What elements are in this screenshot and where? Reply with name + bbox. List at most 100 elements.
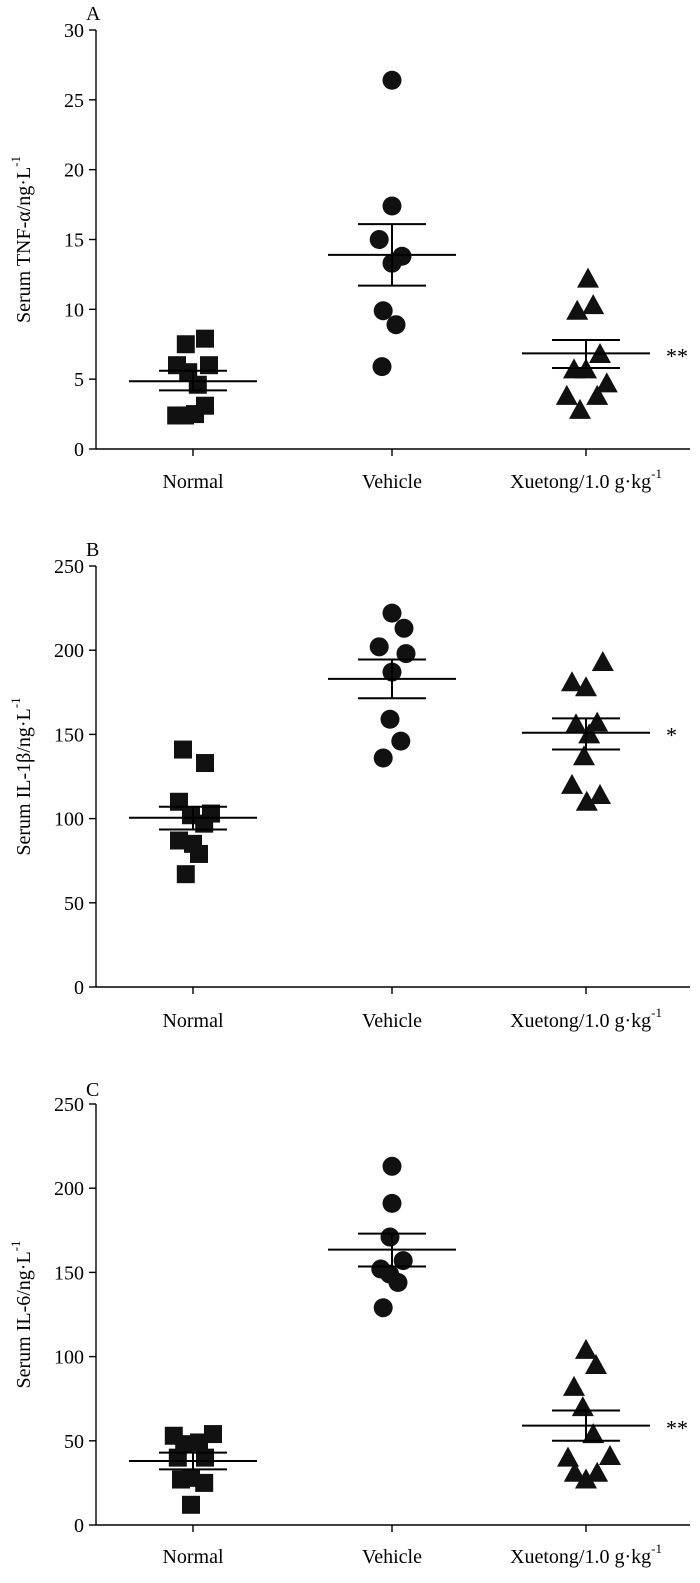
data-point-triangle: [563, 1461, 586, 1482]
chart-panel-c: 0 50 100 150 200 250 Normal Vehicle Xuetong/1.0 …: [8, 1079, 690, 1568]
data-point-square: [204, 1425, 222, 1444]
significance-marker: **: [666, 1416, 688, 1441]
data-point-square: [195, 814, 214, 833]
y-tick-label: 25: [64, 90, 84, 112]
x-tick-label: Xuetong/1.0 g·kg-1: [510, 1541, 662, 1568]
x-tick-label-superscript: -1: [651, 466, 662, 481]
y-tick-label: 50: [64, 1431, 84, 1453]
data-point-circle: [391, 731, 411, 751]
data-point-square: [182, 1495, 200, 1514]
data-point-square: [176, 865, 195, 884]
significance-marker: *: [666, 723, 677, 748]
data-point-triangle: [575, 1338, 597, 1359]
y-tick-label: 0: [74, 1515, 84, 1537]
y-axis-title-superscript: -1: [8, 156, 23, 167]
data-point-triangle: [557, 1446, 579, 1467]
data-point-square: [190, 844, 208, 863]
x-tick-label: Vehicle: [362, 471, 422, 493]
data-point-triangle: [573, 745, 595, 766]
data-point-triangle: [563, 1375, 585, 1396]
data-point-triangle: [569, 398, 591, 419]
data-point-triangle: [561, 773, 583, 794]
data-point-circle: [392, 246, 412, 266]
y-tick-label: 50: [64, 893, 84, 915]
y-tick-label: 250: [54, 1094, 84, 1116]
y-tick-label: 15: [64, 230, 84, 252]
data-point-square: [190, 1433, 208, 1452]
data-point-triangle: [555, 384, 578, 405]
data-point-square: [174, 740, 192, 759]
data-point-circle: [372, 357, 392, 377]
chart-panel-a: 0 5 10 15 20 25 30 Normal Vehicle Xuetong/1.0 g·k…: [8, 3, 690, 493]
data-point-square: [168, 1448, 187, 1467]
data-point-square: [196, 754, 214, 773]
data-point-triangle: [591, 650, 614, 671]
x-tick-label: Xuetong/1.0 g·kg-1: [510, 466, 662, 493]
data-point-circle: [396, 644, 416, 664]
y-axis-title-superscript: -1: [8, 1240, 23, 1251]
significance-marker: **: [666, 343, 688, 368]
data-point-circle: [382, 1156, 402, 1176]
data-point-triangle: [565, 713, 587, 734]
panel-letter: A: [86, 3, 101, 25]
y-axis-title: Serum IL-6/ng·L-1: [8, 1240, 35, 1388]
x-tick-label-superscript: -1: [651, 1541, 662, 1556]
y-tick-label: 150: [54, 1262, 84, 1284]
data-point-square: [196, 1448, 214, 1467]
data-point-square: [176, 335, 195, 354]
data-point-triangle: [586, 711, 609, 732]
data-point-triangle: [566, 299, 589, 320]
y-tick-label: 200: [54, 1178, 84, 1200]
y-tick-label: 0: [74, 977, 84, 999]
y-tick-label: 250: [54, 556, 84, 578]
data-point-triangle: [577, 267, 599, 288]
data-point-circle: [382, 1193, 402, 1213]
data-point-circle: [373, 301, 393, 321]
data-point-triangle: [575, 790, 598, 811]
data-point-triangle: [582, 1423, 605, 1444]
y-axis-title: Serum TNF-α/ng·L-1: [8, 156, 35, 323]
data-point-circle: [393, 1251, 413, 1271]
data-point-square: [170, 831, 188, 850]
y-tick-label: 200: [54, 640, 84, 662]
data-point-triangle: [586, 1461, 609, 1482]
data-point-triangle: [571, 1396, 594, 1417]
data-point-square: [196, 396, 214, 415]
y-tick-label: 20: [64, 160, 84, 182]
data-point-square: [195, 1473, 214, 1492]
y-tick-label: 5: [74, 369, 84, 391]
data-point-circle: [386, 315, 406, 335]
data-point-triangle: [599, 1444, 621, 1465]
data-point-square: [196, 329, 214, 348]
y-tick-label: 30: [64, 20, 84, 42]
data-point-triangle: [595, 372, 618, 393]
y-tick-label: 100: [54, 809, 84, 831]
y-tick-label: 150: [54, 724, 84, 746]
y-tick-label: 10: [64, 299, 84, 321]
x-tick-label: Normal: [162, 1010, 224, 1032]
data-point-square: [200, 356, 218, 375]
data-point-triangle: [589, 784, 611, 805]
data-point-circle: [382, 196, 402, 216]
data-point-circle: [380, 709, 400, 729]
data-point-triangle: [561, 671, 583, 692]
x-tick-label: Vehicle: [362, 1546, 422, 1568]
data-point-circle: [394, 618, 414, 638]
data-point-triangle: [575, 1468, 597, 1489]
panel-letter: C: [86, 1079, 99, 1101]
x-tick-label: Vehicle: [362, 1010, 422, 1032]
x-tick-label: Normal: [162, 471, 224, 493]
y-tick-label: 0: [74, 439, 84, 461]
data-point-triangle: [582, 294, 605, 315]
data-point-circle: [382, 603, 402, 623]
data-point-triangle: [575, 676, 597, 697]
data-point-circle: [382, 70, 402, 90]
y-axis-title-superscript: -1: [8, 697, 23, 708]
panel-letter: B: [86, 539, 99, 561]
data-point-circle: [373, 748, 393, 768]
data-point-triangle: [585, 1354, 607, 1375]
data-point-circle: [369, 230, 389, 249]
x-tick-label-superscript: -1: [651, 1005, 662, 1020]
data-point-circle: [373, 1298, 393, 1318]
